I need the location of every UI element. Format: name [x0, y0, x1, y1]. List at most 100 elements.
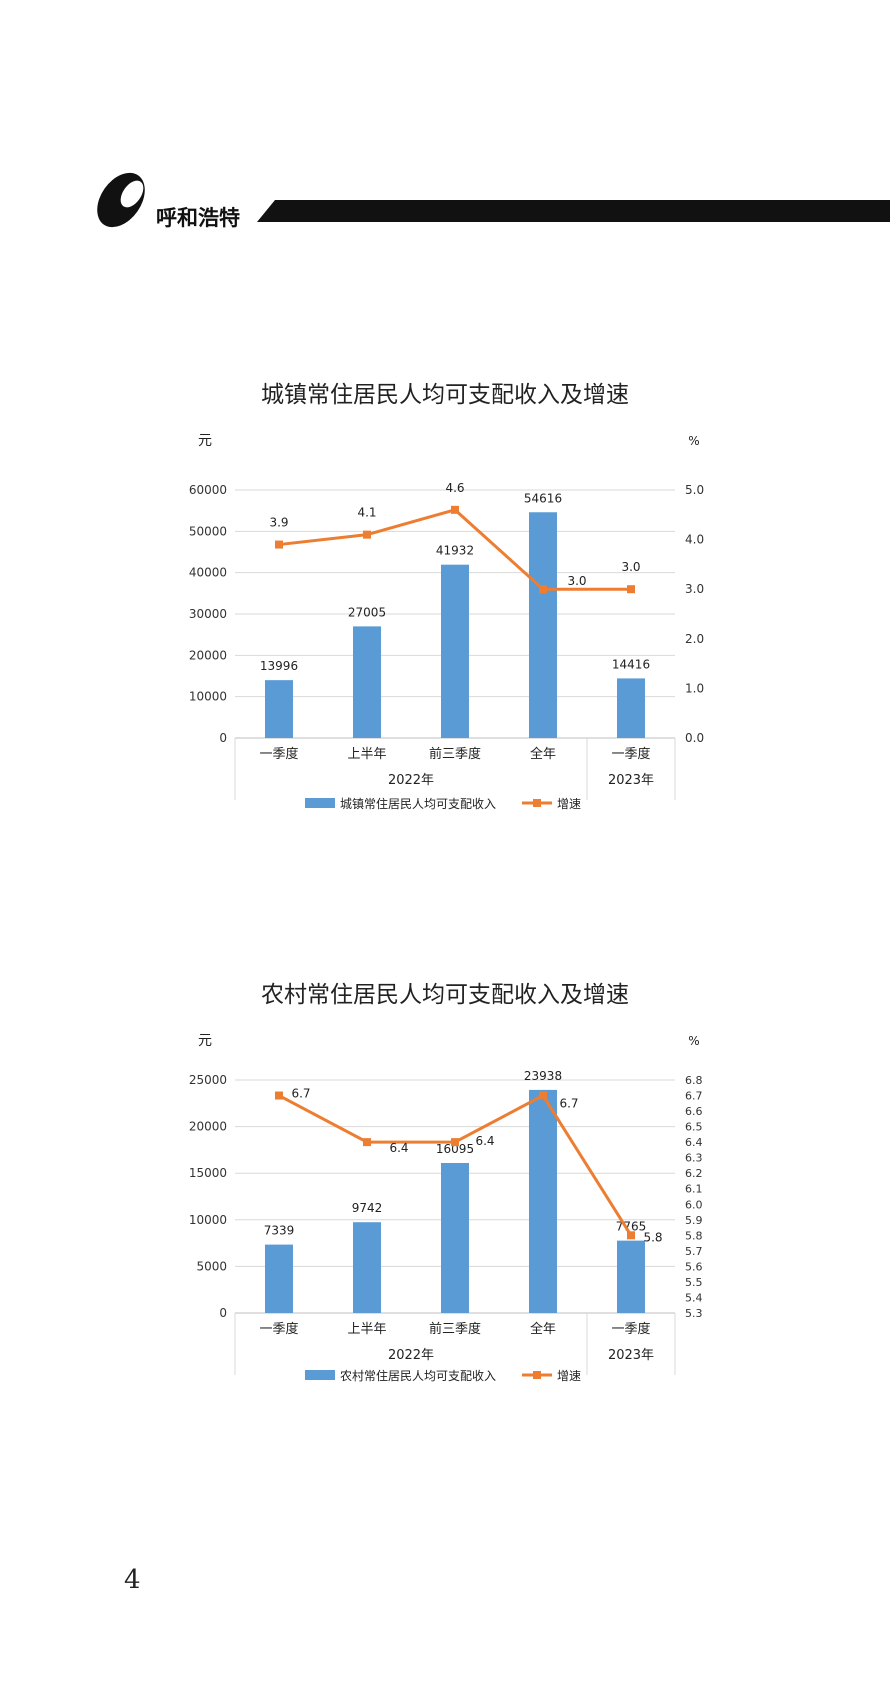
y2-tick-label: 6.8 [685, 1074, 703, 1087]
x-group-label: 2022年 [388, 1348, 434, 1363]
growth-marker [627, 1231, 635, 1240]
x-group-label: 2023年 [608, 1348, 654, 1363]
x-category-label: 前三季度 [429, 1321, 481, 1337]
y2-tick-label: 6.5 [685, 1121, 703, 1134]
chart-title: 城镇常住居民人均可支配收入及增速 [261, 382, 629, 408]
y2-tick-label: 6.7 [685, 1090, 703, 1103]
y2-tick-label: 6.2 [685, 1167, 703, 1180]
y2-tick-label: 5.4 [685, 1291, 703, 1304]
logo-icon-inner [120, 180, 144, 208]
urban-income-chart: 城镇常住居民人均可支配收入及增速元% 0 10000 20000 30000 40000 5… [0, 370, 890, 840]
growth-marker [275, 540, 283, 549]
y-tick-label: 5000 [196, 1259, 227, 1273]
growth-data-label: 3.0 [621, 560, 640, 574]
x-category-label: 全年 [530, 1321, 556, 1337]
legend-bar-label: 农村常住居民人均可支配收入 [340, 1369, 496, 1383]
page-number: 4 [124, 1565, 141, 1595]
y-axis-unit-right: % [688, 1034, 699, 1048]
rural-income-chart: 农村常住居民人均可支配收入及增速元% 0 5000 10000 15000 20000 25… [0, 970, 890, 1440]
y-tick-label: 20000 [189, 1120, 227, 1134]
x-category-label: 一季度 [259, 746, 298, 762]
legend-line-marker [533, 1371, 541, 1379]
x-category-label: 一季度 [611, 746, 650, 762]
y2-tick-label: 6.4 [685, 1136, 703, 1149]
y2-tick-label: 5.7 [685, 1245, 703, 1258]
y2-tick-label: 5.0 [685, 483, 704, 497]
y2-tick-label: 6.3 [685, 1152, 703, 1165]
bar-data-label: 14416 [612, 657, 650, 671]
bar [617, 1240, 645, 1313]
y2-tick-label: 4.0 [685, 533, 704, 547]
page-header: 呼和浩特 [0, 150, 890, 230]
y-tick-label: 10000 [189, 690, 227, 704]
y2-tick-label: 6.1 [685, 1183, 703, 1196]
y-tick-label: 20000 [189, 648, 227, 662]
legend-line-label: 增速 [557, 1369, 581, 1383]
x-group-label: 2022年 [388, 773, 434, 788]
bar-data-label: 16095 [436, 1142, 474, 1156]
growth-marker [451, 505, 459, 514]
y2-tick-label: 5.9 [685, 1214, 703, 1227]
growth-data-label: 6.7 [291, 1087, 310, 1101]
growth-data-label: 5.8 [643, 1230, 662, 1244]
y2-tick-label: 2.0 [685, 632, 704, 646]
y-tick-label: 0 [219, 1306, 227, 1320]
legend-bar-label: 城镇常住居民人均可支配收入 [340, 797, 496, 811]
x-category-label: 一季度 [259, 1321, 298, 1337]
y-tick-label: 15000 [189, 1166, 227, 1180]
bar-data-label: 13996 [260, 659, 298, 673]
y-tick-label: 30000 [189, 607, 227, 621]
growth-data-label: 4.1 [357, 506, 376, 520]
brand-name: 呼和浩特 [156, 205, 240, 230]
chart-title: 农村常住居民人均可支配收入及增速 [261, 982, 629, 1008]
bar-data-label: 7339 [264, 1224, 295, 1238]
bar [441, 1162, 469, 1313]
growth-marker [363, 1138, 371, 1147]
growth-data-label: 4.6 [445, 481, 464, 495]
y2-tick-label: 5.6 [685, 1260, 703, 1273]
y-tick-label: 50000 [189, 524, 227, 538]
legend-bar-swatch [305, 798, 335, 808]
x-category-label: 上半年 [347, 747, 386, 762]
x-group-label: 2023年 [608, 773, 654, 788]
y-tick-label: 0 [219, 731, 227, 745]
bar [529, 1089, 557, 1313]
bar-data-label: 23938 [524, 1069, 562, 1083]
y2-tick-label: 6.6 [685, 1105, 703, 1118]
legend-line-marker [533, 799, 541, 807]
y-tick-label: 40000 [189, 566, 227, 580]
legend-line-label: 增速 [557, 797, 581, 811]
y-tick-label: 60000 [189, 483, 227, 497]
bar-data-label: 9742 [352, 1201, 383, 1215]
y-axis-unit-left: 元 [198, 433, 212, 449]
bar [265, 680, 293, 738]
y-tick-label: 10000 [189, 1213, 227, 1227]
growth-data-label: 6.7 [559, 1097, 578, 1111]
growth-data-label: 3.9 [269, 516, 288, 530]
bar [353, 626, 381, 738]
x-category-label: 全年 [530, 746, 556, 762]
growth-marker [363, 530, 371, 539]
header-bar [257, 200, 890, 222]
y2-tick-label: 3.0 [685, 582, 704, 596]
x-category-label: 一季度 [611, 1321, 650, 1337]
bar [529, 512, 557, 738]
y2-tick-label: 6.0 [685, 1198, 703, 1211]
legend-bar-swatch [305, 1370, 335, 1380]
y2-tick-label: 5.5 [685, 1276, 703, 1289]
bar [617, 678, 645, 738]
y2-tick-label: 5.3 [685, 1307, 703, 1320]
bar-data-label: 27005 [348, 605, 386, 619]
growth-marker [275, 1091, 283, 1100]
growth-marker [539, 585, 547, 594]
x-category-label: 前三季度 [429, 746, 481, 762]
growth-data-label: 3.0 [567, 574, 586, 588]
bar [441, 564, 469, 738]
x-category-label: 上半年 [347, 1322, 386, 1337]
y2-tick-label: 1.0 [685, 681, 704, 695]
growth-marker [627, 585, 635, 594]
y-tick-label: 25000 [189, 1073, 227, 1087]
growth-marker [539, 1091, 547, 1100]
